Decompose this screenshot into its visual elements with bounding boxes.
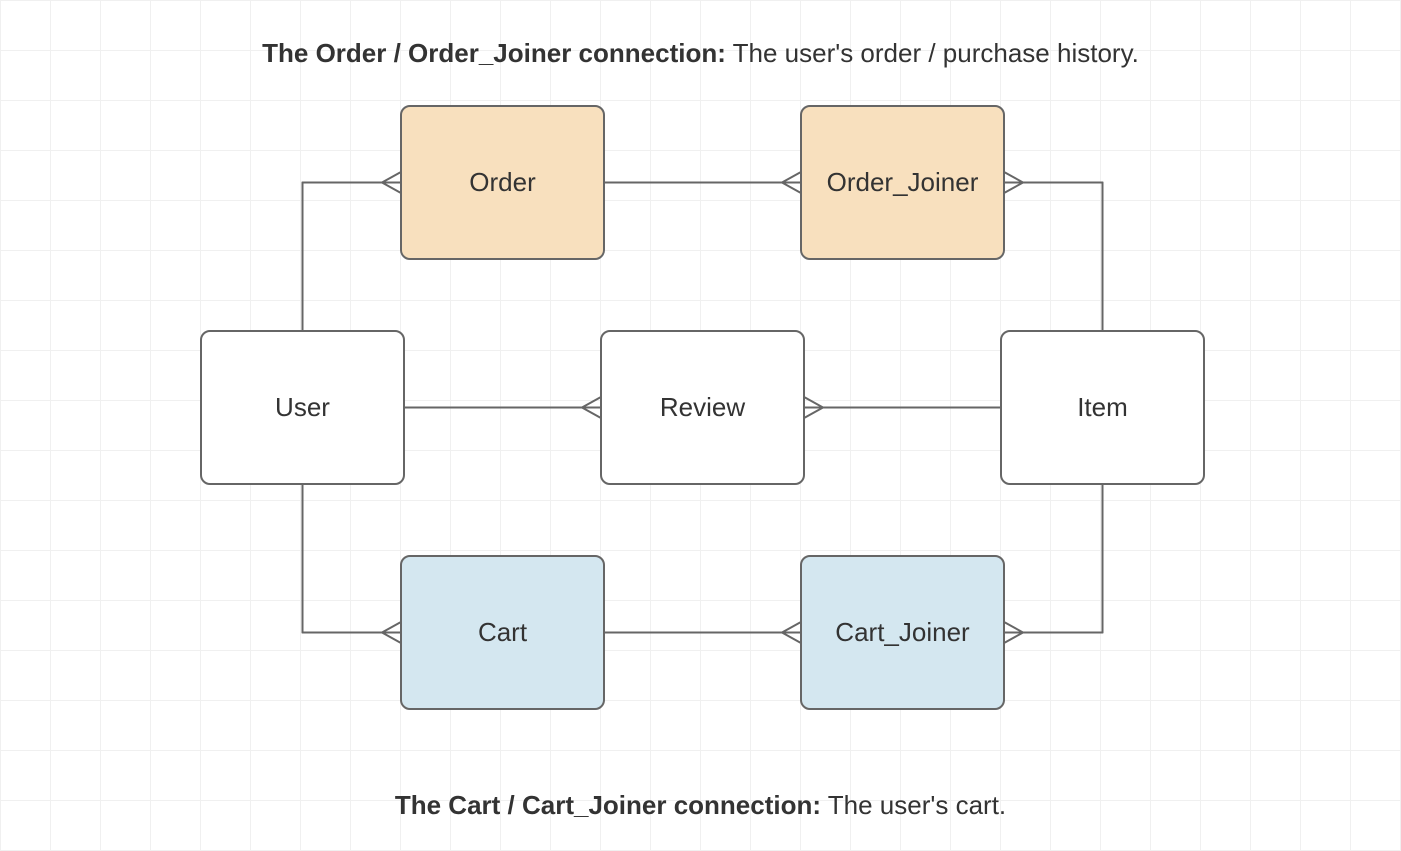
- caption-bottom-bold: The Cart / Cart_Joiner connection:: [395, 790, 821, 820]
- node-review: Review: [600, 330, 805, 485]
- caption-top-bold: The Order / Order_Joiner connection:: [262, 38, 726, 68]
- node-cart-label: Cart: [478, 617, 527, 648]
- node-user: User: [200, 330, 405, 485]
- caption-top-rest: The user's order / purchase history.: [726, 38, 1139, 68]
- node-cart-joiner: Cart_Joiner: [800, 555, 1005, 710]
- node-order-joiner-label: Order_Joiner: [827, 167, 979, 198]
- node-order-label: Order: [469, 167, 535, 198]
- node-review-label: Review: [660, 392, 745, 423]
- caption-bottom: The Cart / Cart_Joiner connection: The u…: [0, 790, 1401, 821]
- node-cart-joiner-label: Cart_Joiner: [835, 617, 969, 648]
- node-user-label: User: [275, 392, 330, 423]
- node-item-label: Item: [1077, 392, 1128, 423]
- caption-top: The Order / Order_Joiner connection: The…: [0, 38, 1401, 69]
- node-cart: Cart: [400, 555, 605, 710]
- node-order: Order: [400, 105, 605, 260]
- node-order-joiner: Order_Joiner: [800, 105, 1005, 260]
- node-item: Item: [1000, 330, 1205, 485]
- caption-bottom-rest: The user's cart.: [821, 790, 1006, 820]
